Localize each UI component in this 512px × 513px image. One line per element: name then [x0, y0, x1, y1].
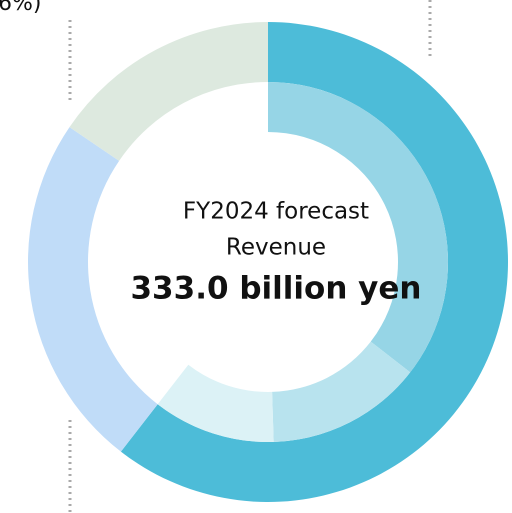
donut-segment — [27, 127, 158, 452]
center-label: FY2024 forecast — [183, 199, 369, 225]
donut-segment — [272, 341, 411, 442]
center-value: 333.0 billion yen — [130, 271, 421, 307]
center-label: Revenue — [226, 235, 326, 261]
donut-segment — [69, 22, 268, 161]
donut-segment — [157, 364, 274, 443]
donut-segment — [120, 22, 508, 502]
annotation: 6%) — [0, 0, 41, 16]
donut-segment — [268, 82, 448, 373]
